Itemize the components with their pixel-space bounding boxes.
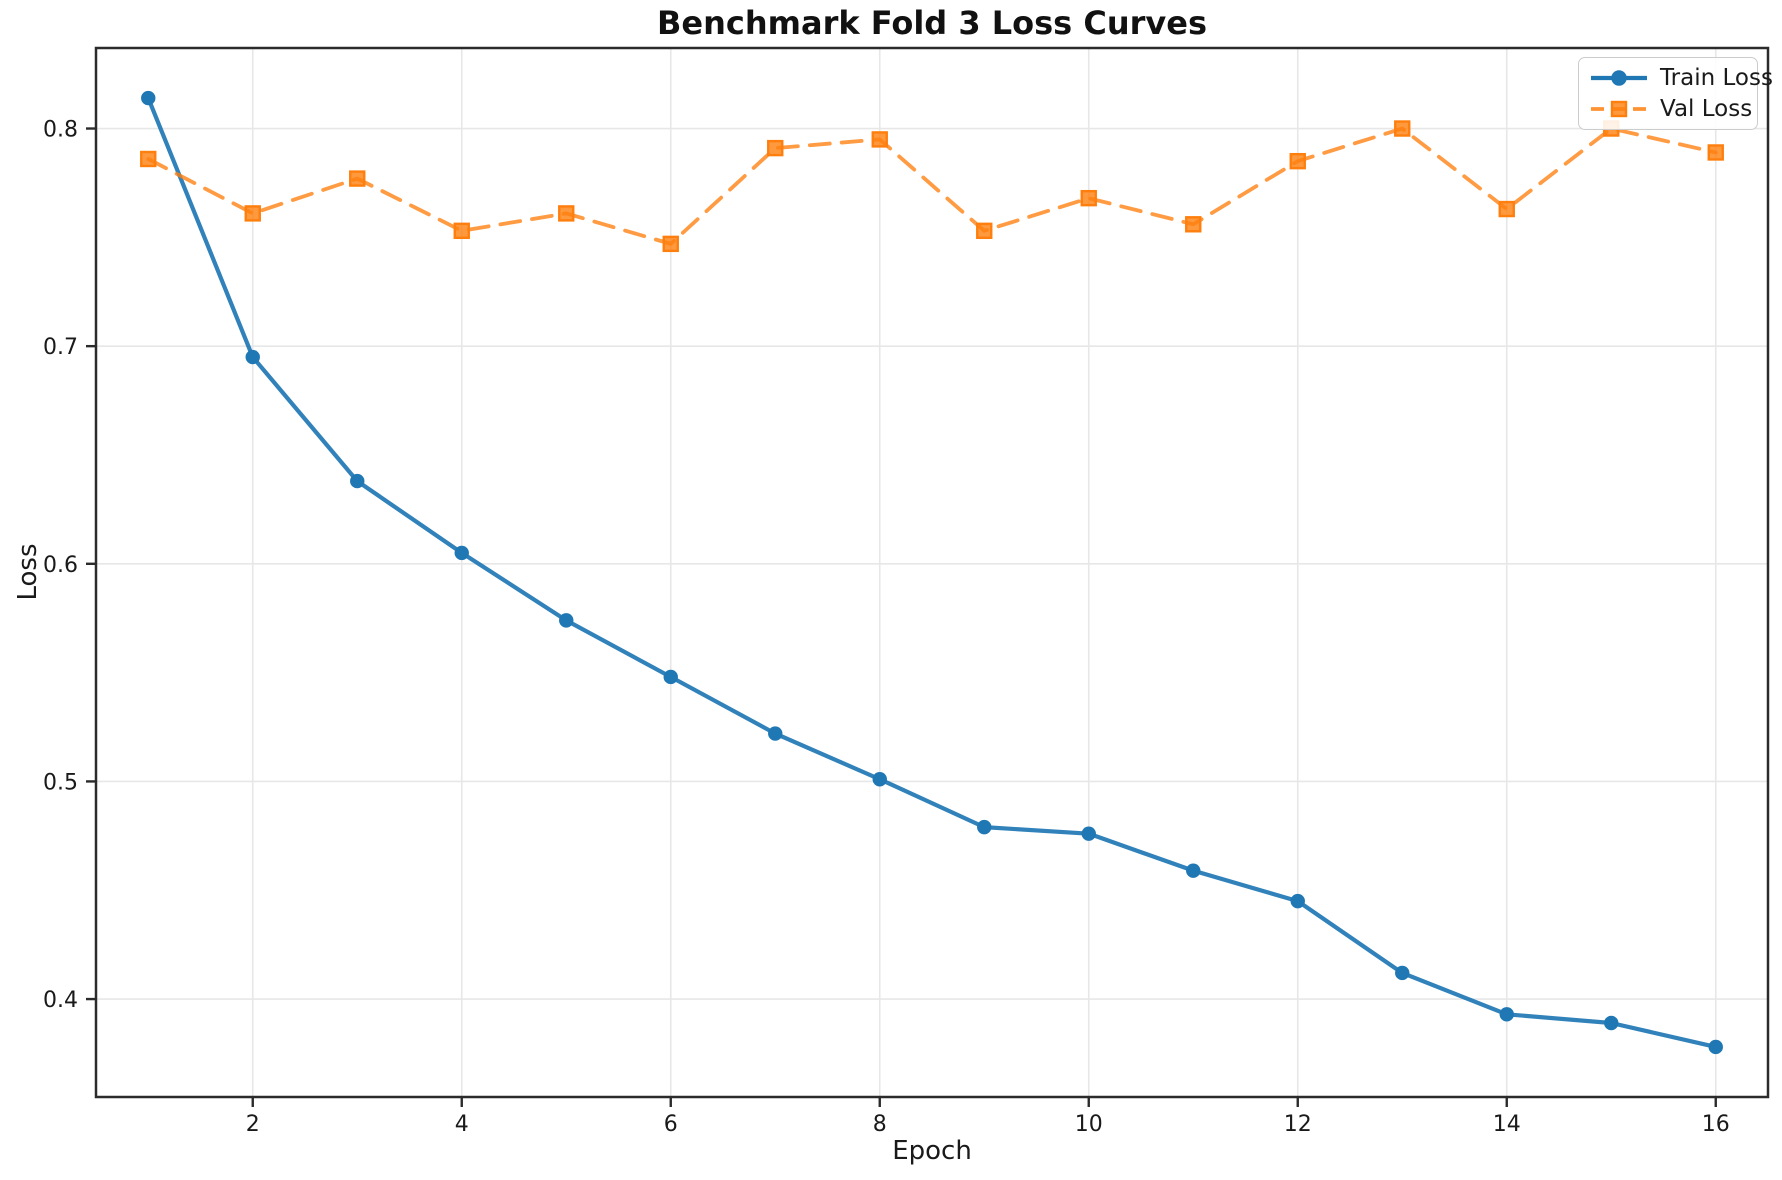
val-loss-marker xyxy=(1185,216,1202,233)
x-tick-label: 16 xyxy=(1702,1112,1730,1137)
val-loss-line-icon xyxy=(1591,100,1647,118)
val-loss-marker xyxy=(1289,152,1306,170)
train-loss-marker xyxy=(1186,863,1201,878)
x-tick-label: 2 xyxy=(246,1112,260,1137)
x-tick-label: 14 xyxy=(1493,1112,1521,1137)
train-loss-marker xyxy=(245,349,260,365)
y-axis-label: Loss xyxy=(13,543,43,601)
train-loss-marker xyxy=(663,669,678,685)
train-loss-marker xyxy=(1604,1015,1619,1031)
val-loss-marker xyxy=(976,222,993,240)
x-tick-label: 8 xyxy=(873,1112,887,1137)
axes-spines xyxy=(94,46,1770,1099)
train-loss-marker xyxy=(350,473,365,489)
x-tick-label: 10 xyxy=(1075,1112,1103,1137)
val-loss-marker xyxy=(1707,144,1724,161)
y-tick-label: 0.8 xyxy=(43,118,78,143)
val-loss-marker xyxy=(662,235,679,253)
y-tick-label: 0.7 xyxy=(43,335,78,360)
y-tick-label: 0.4 xyxy=(43,988,78,1013)
x-tick-label: 4 xyxy=(455,1112,469,1137)
val-loss-marker xyxy=(871,131,888,148)
legend-item-train-loss: Train Loss xyxy=(1588,65,1773,91)
val-loss-marker xyxy=(1394,120,1411,137)
train-loss-marker xyxy=(977,819,992,835)
val-loss-marker xyxy=(349,170,366,187)
val-loss-marker xyxy=(453,222,470,240)
x-tick-label: 6 xyxy=(664,1112,678,1137)
train-loss-marker xyxy=(872,772,887,787)
train-loss-marker xyxy=(1499,1007,1514,1022)
val-loss-marker xyxy=(1080,189,1097,207)
train-loss-marker xyxy=(1081,826,1096,841)
x-tick-label: 12 xyxy=(1284,1112,1312,1137)
val-loss-line xyxy=(146,126,1718,246)
y-tick-label: 0.6 xyxy=(43,553,78,578)
val-loss-marker xyxy=(1498,200,1515,218)
train-loss-line-icon xyxy=(1591,70,1647,86)
legend-item-val-loss: Val Loss xyxy=(1588,96,1752,122)
x-axis-label: Epoch xyxy=(892,1136,972,1166)
legend-label-val-loss: Val Loss xyxy=(1660,96,1753,122)
legend: Train Loss Val Loss xyxy=(1578,57,1773,130)
train-loss-marker xyxy=(141,90,156,106)
chart-title: Benchmark Fold 3 Loss Curves xyxy=(657,4,1207,42)
train-loss-marker xyxy=(1290,893,1305,909)
train-loss-marker xyxy=(768,726,783,741)
val-loss-marker xyxy=(767,139,784,157)
val-loss-marker xyxy=(244,205,261,222)
train-loss-marker xyxy=(1708,1039,1723,1055)
legend-label-train-loss: Train Loss xyxy=(1660,65,1773,91)
train-loss-marker xyxy=(559,613,574,628)
train-loss-line xyxy=(146,95,1718,1050)
val-loss-marker xyxy=(558,205,575,222)
train-loss-marker xyxy=(454,545,469,561)
val-loss-marker xyxy=(140,150,157,168)
train-loss-marker xyxy=(1395,965,1410,981)
y-tick-label: 0.5 xyxy=(43,770,78,795)
